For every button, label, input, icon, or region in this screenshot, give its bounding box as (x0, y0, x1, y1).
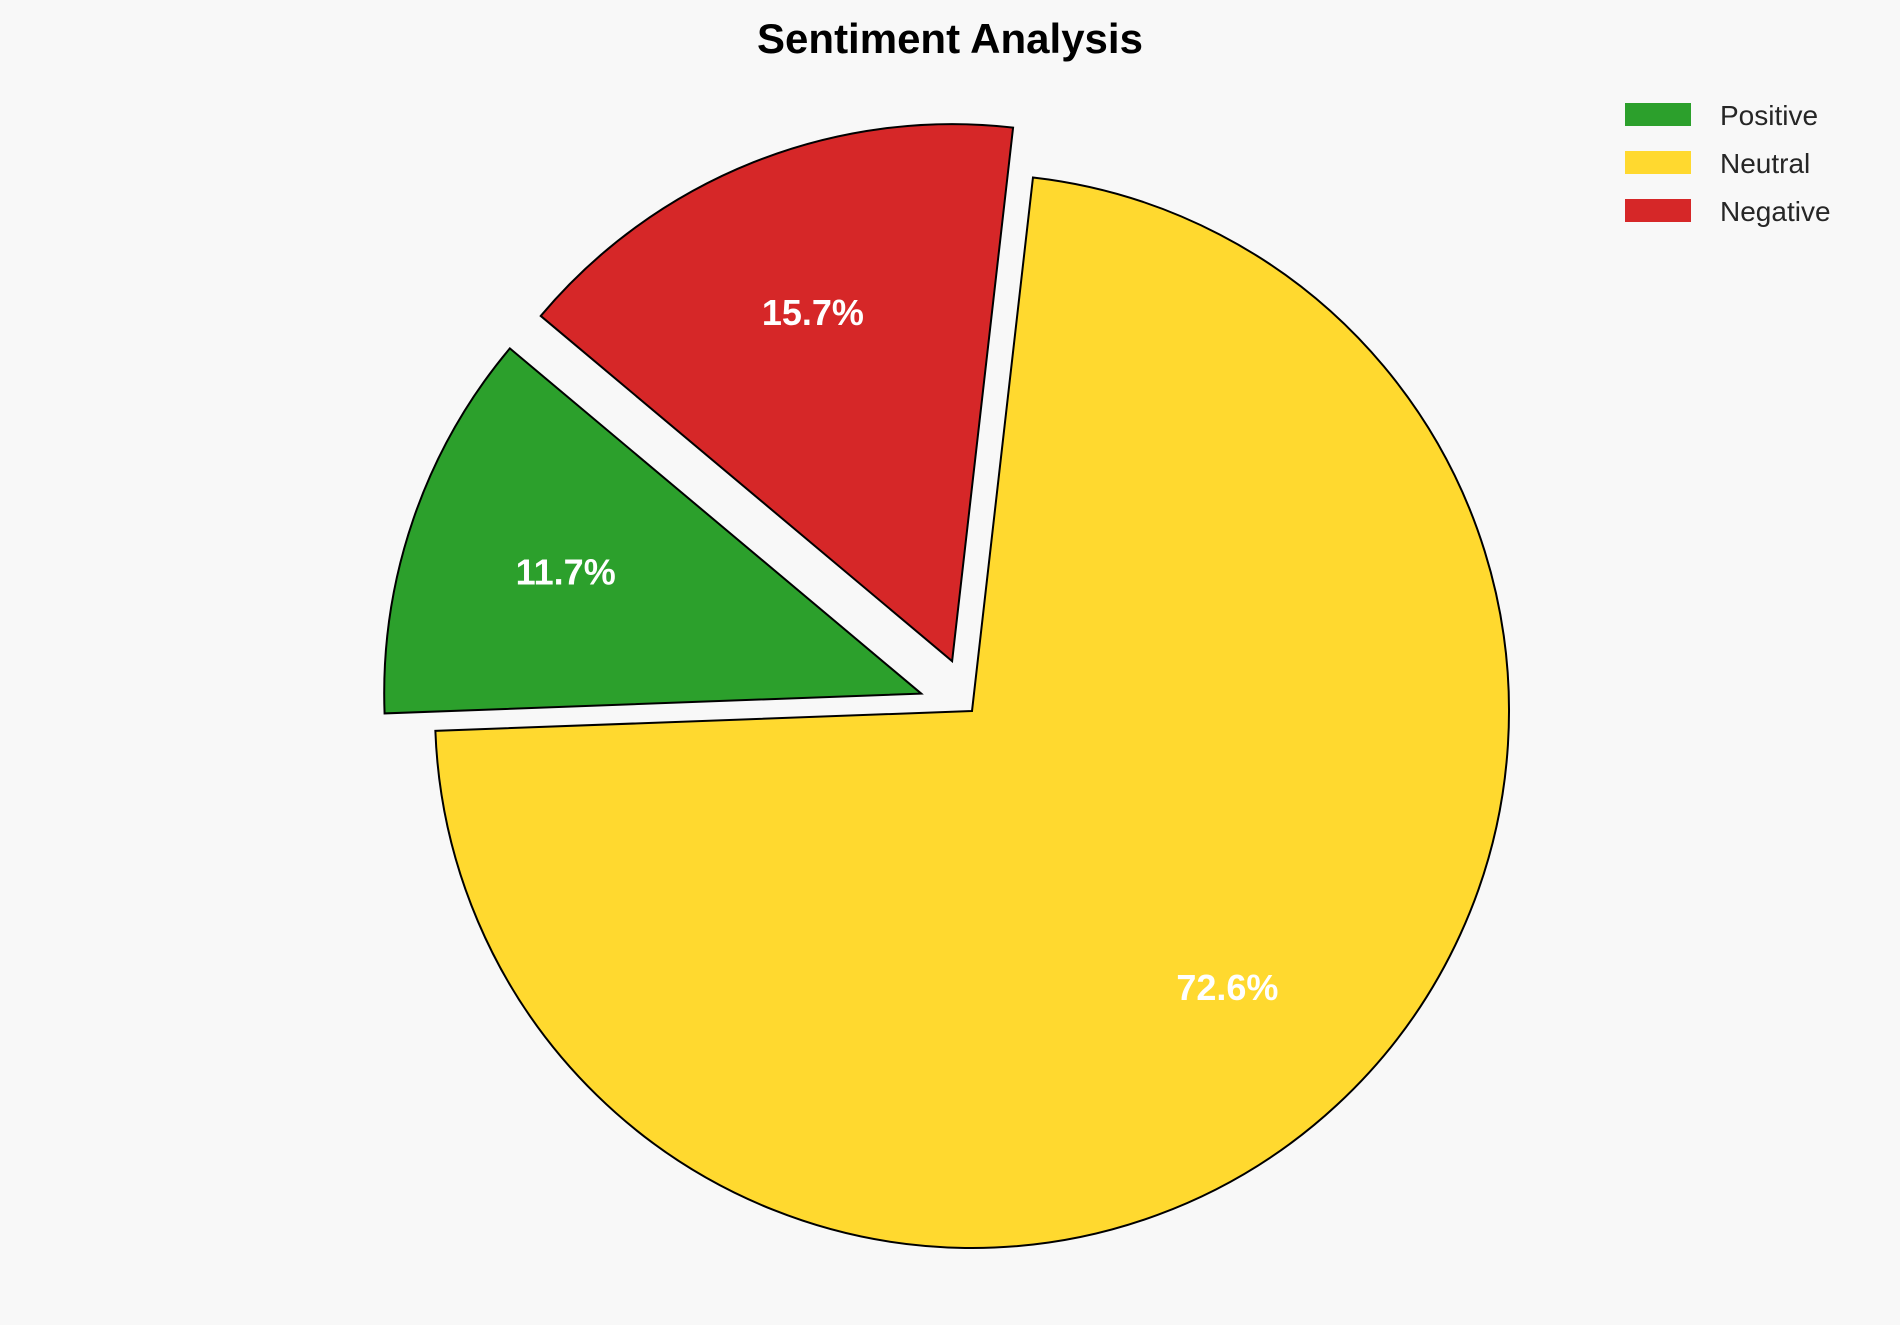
slice-label-positive: 11.7% (516, 552, 616, 593)
legend-label-positive: Positive (1720, 100, 1818, 131)
legend-label-negative: Negative (1720, 196, 1831, 227)
pie-slice-neutral (434, 176, 1510, 1249)
legend-swatch-positive (1625, 103, 1691, 126)
slice-label-neutral: 72.6% (1176, 967, 1278, 1008)
legend-label-neutral: Neutral (1720, 148, 1810, 179)
slice-label-negative: 15.7% (762, 292, 864, 333)
chart-title: Sentiment Analysis (757, 15, 1143, 62)
legend-swatch-neutral (1625, 151, 1691, 174)
legend-swatch-negative (1625, 199, 1691, 222)
legend: Positive Neutral Negative (1625, 100, 1831, 227)
pie-slice-negative (539, 123, 1015, 664)
pie-slice-positive (383, 346, 924, 715)
